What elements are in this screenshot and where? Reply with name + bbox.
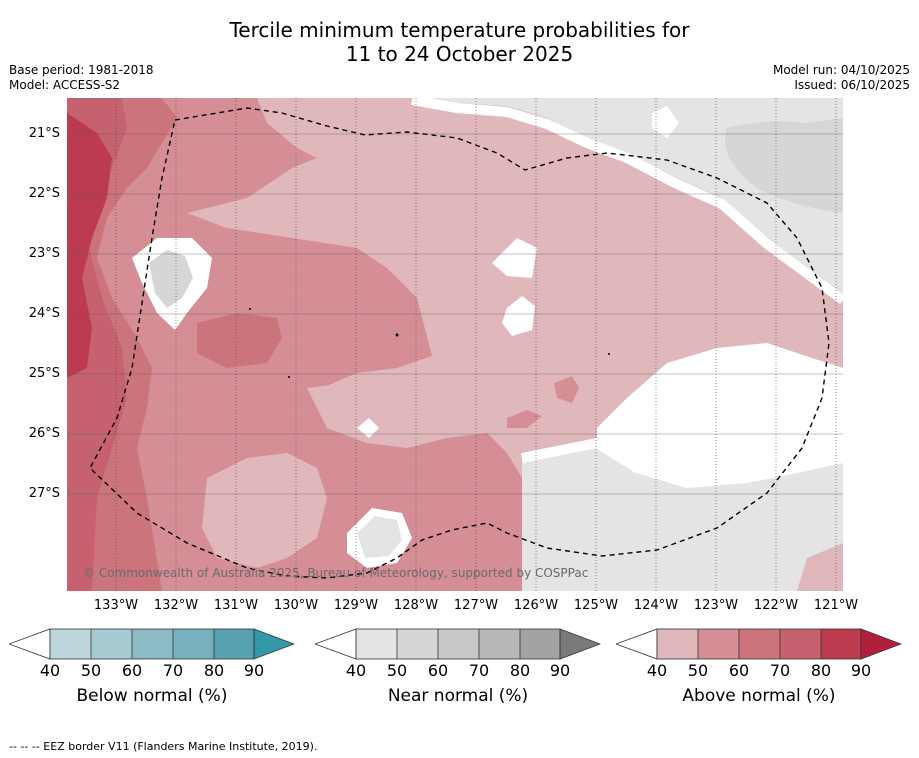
region-near-50-northeast [725,118,843,213]
y-tick-26s: 26°S [28,426,60,441]
island-marker-3 [288,376,290,378]
cbar-below-label: Below normal (%) [76,686,228,706]
y-tick-25s: 25°S [28,366,60,381]
y-tick-21s: 21°S [28,126,60,141]
region-white-island-1 [492,238,537,278]
island-marker-1 [395,333,399,337]
chart-title-line1: Tercile minimum temperature probabilitie… [229,18,690,42]
region-above-80-west-edge [67,113,112,378]
region-near-40-southeast [522,443,843,591]
x-tick-124w: 124°W [633,598,679,613]
grid-lines [115,98,837,591]
region-above-50-patch-south [507,410,542,428]
boundary-white-southeast [521,437,843,489]
grid-lines-horizontal [67,133,843,495]
y-tick-23s: 23°S [28,246,60,261]
boundary-white-northeast [411,98,843,305]
region-white-island-3 [357,418,379,438]
base-period: Base period: 1981-2018 [9,63,154,77]
region-above-40-southeast-corner [797,543,843,591]
cbar-near-label: Near normal (%) [387,686,529,706]
x-tick-131w: 131°W [213,598,259,613]
cbar-below-tick-80: 80 [203,661,225,680]
cbar-below-tick-50: 50 [80,661,102,680]
map-svg [67,98,843,591]
cbar-above-tick-80: 80 [810,661,832,680]
x-tick-126w: 126°W [513,598,559,613]
x-tick-121w: 121°W [813,598,859,613]
region-near-50-hole-west [149,250,193,308]
colorbar-near-normal [315,628,601,660]
cbar-above-tick-60: 60 [728,661,750,680]
cbar-near-tick-40: 40 [345,661,367,680]
x-tick-132w: 132°W [153,598,199,613]
cbar-near-tick-80: 80 [509,661,531,680]
x-tick-133w: 133°W [93,598,139,613]
cbar-above-tick-90: 90 [850,661,872,680]
footer-eez-note: -- -- -- EEZ border V11 (Flanders Marine… [9,740,318,753]
x-tick-130w: 130°W [273,598,319,613]
chart-title: Tercile minimum temperature probabilitie… [0,18,919,66]
cbar-below-tick-90: 90 [243,661,265,680]
island-marker-2 [249,308,251,310]
chart-title-line2: 11 to 24 October 2025 [345,42,574,66]
cbar-below-tick-40: 40 [39,661,61,680]
region-above-60-patch-center [197,313,282,368]
cbar-below-tick-60: 60 [121,661,143,680]
island-marker-4 [608,353,610,355]
issued-date: Issued: 06/10/2025 [794,78,910,92]
cbar-near-tick-90: 90 [549,661,571,680]
x-tick-128w: 128°W [393,598,439,613]
model-name: Model: ACCESS-S2 [9,78,121,92]
region-above-50-patch-east [554,376,579,403]
colorbar-below-normal [9,628,295,660]
y-tick-27s: 27°S [28,486,60,501]
cbar-near-tick-70: 70 [468,661,490,680]
meta-left: Base period: 1981-2018 Model: ACCESS-S2 [9,63,154,93]
map-plot-area [67,98,843,591]
region-white-island-ne [652,106,679,138]
cbar-above-label: Above normal (%) [682,686,836,706]
region-white-island-2 [502,296,535,336]
cbar-above-tick-50: 50 [687,661,709,680]
model-run: Model run: 04/10/2025 [772,63,910,77]
cbar-above-tick-70: 70 [769,661,791,680]
x-tick-127w: 127°W [453,598,499,613]
y-tick-24s: 24°S [28,306,60,321]
x-tick-122w: 122°W [753,598,799,613]
region-above-50-west [67,98,522,591]
x-tick-129w: 129°W [333,598,379,613]
cbar-below-tick-70: 70 [162,661,184,680]
meta-right: Model run: 04/10/2025 Issued: 06/10/2025 [773,63,910,93]
x-tick-123w: 123°W [693,598,739,613]
cbar-near-tick-50: 50 [386,661,408,680]
colorbar-above-normal [616,628,903,660]
cbar-above-tick-40: 40 [646,661,668,680]
region-near-40-south [357,516,402,558]
y-tick-22s: 22°S [28,186,60,201]
x-tick-125w: 125°W [573,598,619,613]
cbar-near-tick-60: 60 [427,661,449,680]
copyright-text: © Commonwealth of Australia 2025, Bureau… [83,566,589,580]
